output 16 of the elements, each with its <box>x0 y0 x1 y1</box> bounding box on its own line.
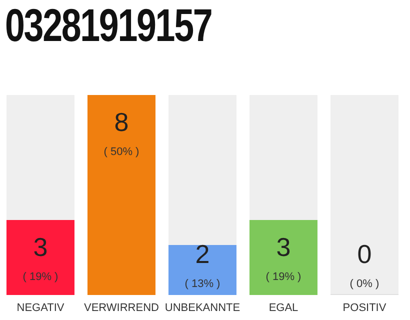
x-tick-label: POSITIV <box>342 302 387 314</box>
annotation: ( 50% ) <box>104 146 140 158</box>
x-tick-label: UNBEKANNTE <box>164 302 240 314</box>
chart-title: 03281919157 <box>5 0 212 51</box>
data-label: 3 <box>33 232 48 262</box>
x-tick-label: VERWIRREND <box>84 302 160 314</box>
data-label: 2 <box>195 239 210 269</box>
data-label: 8 <box>114 107 129 137</box>
data-label: 3 <box>276 232 291 262</box>
annotation: ( 0% ) <box>350 278 380 290</box>
annotation: ( 13% ) <box>184 278 220 290</box>
annotation: ( 19% ) <box>22 271 58 283</box>
data-label: 0 <box>357 239 372 269</box>
x-tick-label: EGAL <box>268 302 298 314</box>
annotation: ( 19% ) <box>266 271 302 283</box>
x-tick-label: NEGATIV <box>16 302 65 314</box>
